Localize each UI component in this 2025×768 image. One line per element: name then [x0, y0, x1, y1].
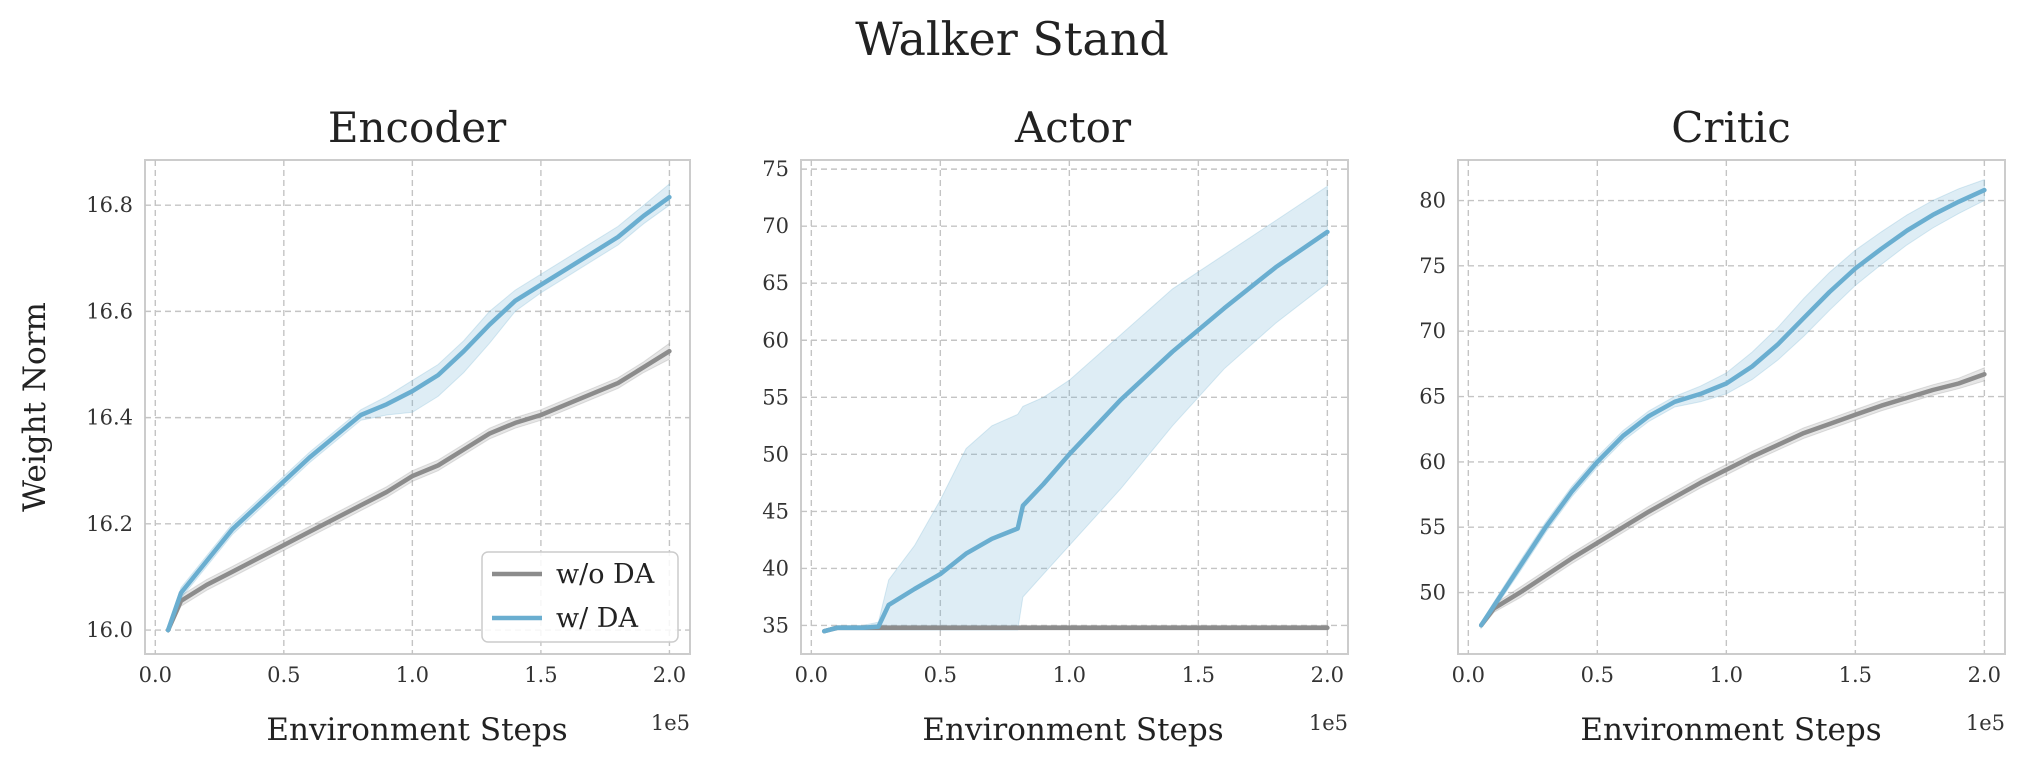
legend-label-without-da: w/o DA: [556, 559, 655, 590]
x-axis-label-actor: Environment Steps: [922, 712, 1223, 748]
x-ticks-encoder: 0.0 0.5 1.0 1.5 2.0: [139, 663, 687, 687]
x-tick-label-critic: 2.0: [1968, 663, 2001, 687]
x-ticks-actor: 0.0 0.5 1.0 1.5 2.0: [795, 663, 1344, 687]
lines-critic: [1478, 187, 1987, 628]
x-tick-label-actor: 1.5: [1182, 663, 1215, 687]
x-tick-label-encoder: 1.5: [524, 663, 557, 687]
panel-critic: Critic 0.0 0.5 1.0 1.5 2.0 50 55 60 65 70 75 80 En…: [1419, 103, 2006, 748]
grid-actor: [801, 160, 1348, 654]
band-w-da-encoder: [167, 182, 670, 633]
x-axis-label-critic: Environment Steps: [1580, 712, 1881, 748]
x-tick-label-critic: 1.0: [1710, 663, 1743, 687]
y-ticks-actor: 35 40 45 50 55 60 65 70 75: [762, 157, 789, 637]
band-w-da-critic: [1480, 178, 1985, 630]
x-tick-label-actor: 1.0: [1053, 663, 1086, 687]
x-tick-label-encoder: 0.0: [139, 663, 172, 687]
y-tick-label-critic: 60: [1419, 450, 1446, 474]
panel-title-encoder: Encoder: [328, 103, 507, 152]
x-tick-label-critic: 0.0: [1452, 663, 1485, 687]
x-axis-label-encoder: Environment Steps: [266, 712, 567, 748]
y-tick-label-actor: 75: [762, 157, 789, 181]
y-tick-label-actor: 70: [762, 214, 789, 238]
panel-actor: Actor 0.0 0.5 1.0 1.5 2.0 35 40 45 50 55 60 65 70 75…: [762, 103, 1349, 748]
y-tick-label-encoder: 16.8: [86, 193, 133, 217]
x-tick-label-actor: 0.5: [924, 663, 957, 687]
x-tick-label-critic: 0.5: [1581, 663, 1614, 687]
y-tick-label-critic: 80: [1419, 189, 1446, 213]
y-tick-label-encoder: 16.2: [86, 512, 133, 536]
y-tick-label-critic: 65: [1419, 385, 1446, 409]
x-tick-label-actor: 2.0: [1311, 663, 1344, 687]
figure-title: Walker Stand: [855, 12, 1169, 66]
y-tick-label-actor: 60: [762, 328, 789, 352]
x-offset-label-actor: 1e5: [1309, 711, 1348, 735]
series-line-w-o-da-encoder: [165, 348, 672, 633]
y-axis-label-encoder: Weight Norm: [17, 302, 53, 512]
y-tick-label-critic: 75: [1419, 254, 1446, 278]
x-tick-label-encoder: 1.0: [396, 663, 429, 687]
y-tick-label-critic: 70: [1419, 319, 1446, 343]
panel-title-actor: Actor: [1014, 103, 1132, 152]
y-tick-label-actor: 55: [762, 385, 789, 409]
y-tick-label-critic: 55: [1419, 515, 1446, 539]
y-tick-label-actor: 40: [762, 556, 789, 580]
grid-critic: [1458, 160, 2005, 654]
x-tick-label-critic: 1.5: [1839, 663, 1872, 687]
plot-area-actor: [800, 159, 1349, 655]
series-line-w-da-encoder: [165, 194, 672, 633]
x-offset-label-encoder: 1e5: [651, 711, 690, 735]
x-tick-label-actor: 0.0: [795, 663, 828, 687]
x-ticks-critic: 0.0 0.5 1.0 1.5 2.0: [1452, 663, 2001, 687]
bands-critic: [1480, 178, 1985, 630]
y-ticks-encoder: 16.0 16.2 16.4 16.6 16.8: [86, 193, 133, 642]
x-tick-label-encoder: 0.5: [267, 663, 300, 687]
y-tick-label-actor: 35: [762, 613, 789, 637]
y-tick-label-actor: 45: [762, 499, 789, 523]
y-tick-label-encoder: 16.6: [86, 299, 133, 323]
legend: w/o DA w/ DA: [481, 551, 679, 643]
series-line-w-da-actor: [821, 229, 1330, 634]
x-tick-label-encoder: 2.0: [653, 663, 686, 687]
y-tick-label-encoder: 16.4: [86, 406, 133, 430]
legend-label-with-da: w/ DA: [556, 603, 638, 634]
y-tick-label-critic: 50: [1419, 581, 1446, 605]
y-tick-label-encoder: 16.0: [86, 618, 133, 642]
y-tick-label-actor: 50: [762, 442, 789, 466]
x-offset-label-critic: 1e5: [1966, 711, 2005, 735]
y-ticks-critic: 50 55 60 65 70 75 80: [1419, 189, 1446, 605]
series-line-w-da-critic: [1478, 187, 1987, 628]
series-line-w-o-da-critic: [1478, 372, 1987, 628]
lines-encoder: [165, 194, 672, 633]
band-w-o-da-critic: [1480, 367, 1985, 630]
panel-title-critic: Critic: [1671, 103, 1790, 152]
y-tick-label-actor: 65: [762, 271, 789, 295]
panel-encoder: Encoder 0.0 0.5 1.0 1.5 2.0 16.0 16.2 16.4 16.6…: [17, 103, 691, 748]
lines-actor: [821, 229, 1330, 634]
